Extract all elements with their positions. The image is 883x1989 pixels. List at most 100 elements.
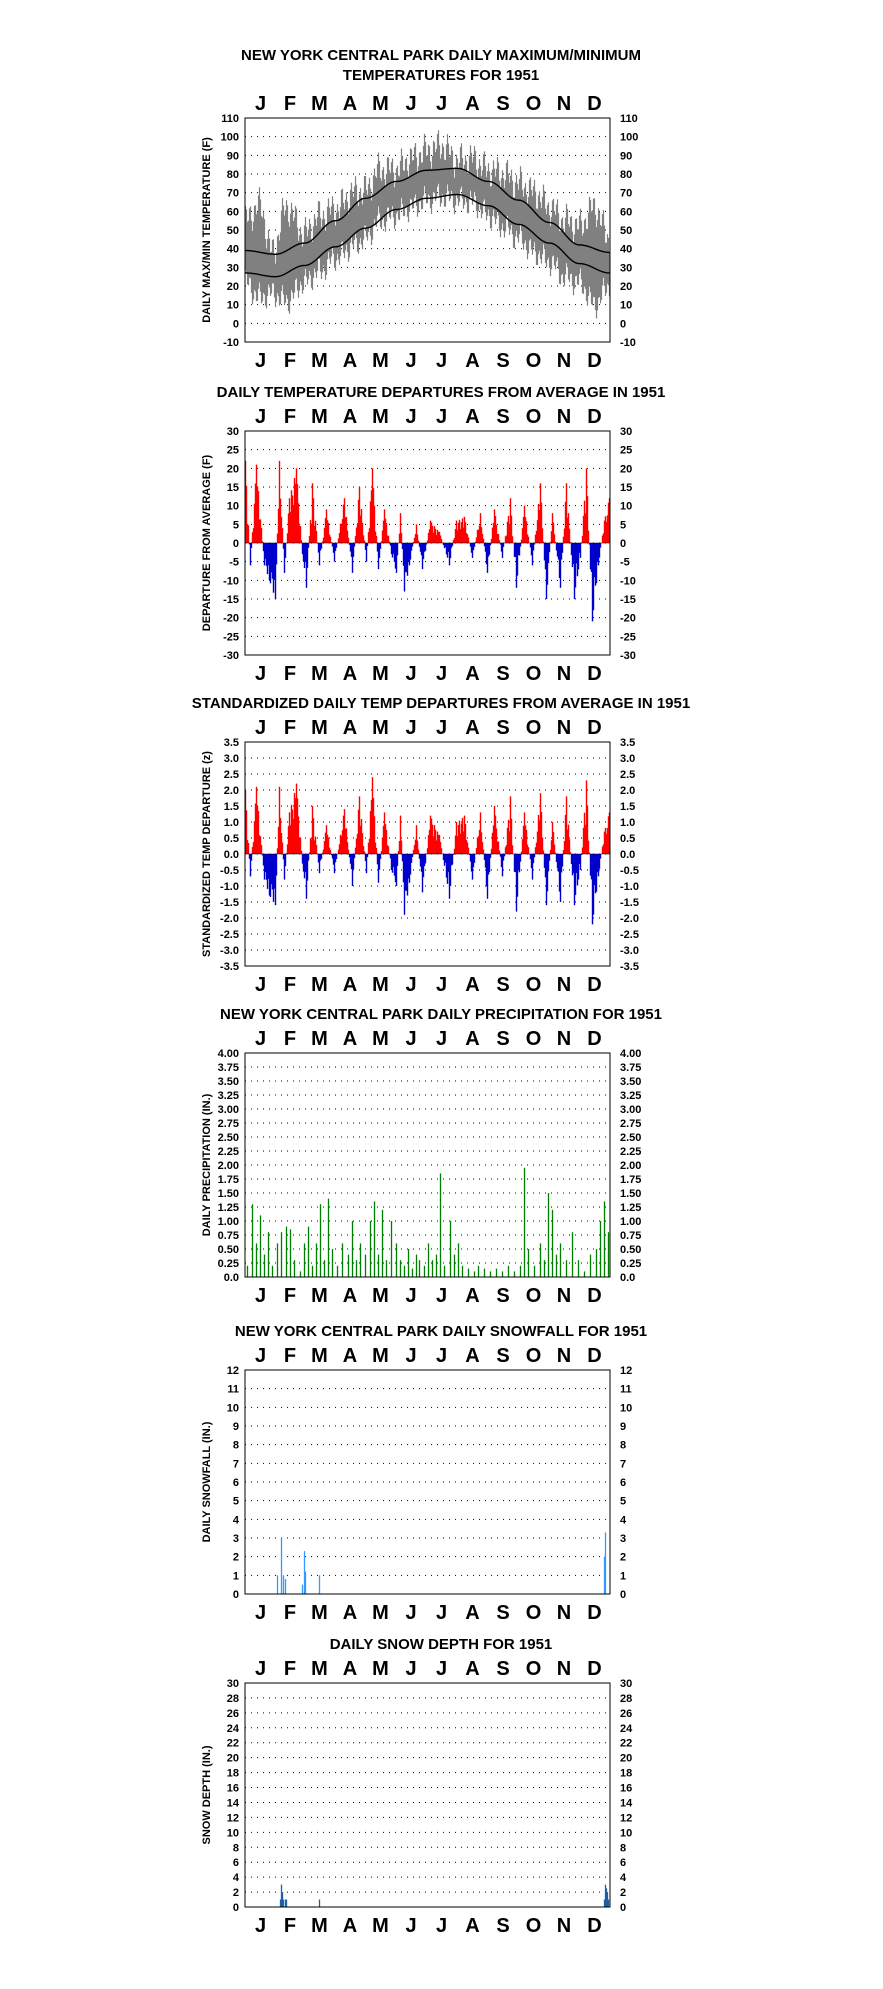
month-label-bottom: N — [557, 350, 571, 372]
y-tick-right: 0.0 — [620, 1272, 635, 1284]
month-label-top: J — [436, 1345, 447, 1367]
y-tick-left: 22 — [227, 1738, 239, 1750]
y-tick-left: -30 — [223, 650, 239, 662]
y-tick-right: 8 — [620, 1842, 626, 1854]
y-tick-left: 3.75 — [218, 1062, 239, 1074]
month-label-bottom: A — [465, 1602, 479, 1624]
y-tick-right: 2.0 — [620, 785, 635, 797]
month-label-bottom: J — [255, 663, 266, 685]
plot-frame — [244, 1369, 611, 1595]
y-tick-right: 1.25 — [620, 1202, 641, 1214]
y-tick-right: 4 — [620, 1514, 627, 1526]
y-tick-right: 0 — [620, 1589, 626, 1601]
plot-frame — [244, 117, 611, 343]
y-tick-left: 80 — [227, 169, 239, 181]
y-tick-left: -10 — [223, 337, 239, 349]
y-tick-right: 24 — [620, 1723, 633, 1735]
chart-snowfall: NEW YORK CENTRAL PARK DAILY SNOWFALL FOR… — [201, 1323, 647, 1624]
y-tick-left: -15 — [223, 594, 239, 606]
month-label-bottom: S — [496, 974, 509, 996]
month-label-top: M — [311, 1028, 328, 1050]
y-tick-left: 0 — [233, 1589, 239, 1601]
y-tick-left: 0.0 — [224, 849, 239, 861]
y-tick-left: 0 — [233, 538, 239, 550]
month-label-bottom: D — [587, 350, 601, 372]
month-label-top: J — [405, 406, 416, 428]
y-tick-right: 20 — [620, 1753, 632, 1765]
month-label-bottom: A — [343, 663, 357, 685]
y-tick-right: -15 — [620, 594, 636, 606]
y-tick-left: -25 — [223, 631, 239, 643]
y-tick-right: 110 — [620, 113, 638, 125]
y-axis-label: DAILY SNOWFALL (IN.) — [201, 1421, 213, 1542]
y-tick-right: 12 — [620, 1812, 632, 1824]
y-axis-label: STANDARDIZED TEMP DEPARTURE (z) — [201, 751, 213, 957]
month-label-top: S — [496, 406, 509, 428]
chart-snowdepth: DAILY SNOW DEPTH FOR 1951JJFFMMAAMMJJJJA… — [201, 1636, 633, 1937]
y-tick-right: 2 — [620, 1887, 626, 1899]
month-label-top: O — [526, 1345, 542, 1367]
month-label-bottom: J — [255, 1602, 266, 1624]
y-tick-right: 3.00 — [620, 1104, 641, 1116]
month-label-bottom: J — [405, 1602, 416, 1624]
month-label-top: D — [587, 1345, 601, 1367]
month-label-top: N — [557, 717, 571, 739]
y-tick-left: 2.25 — [218, 1146, 239, 1158]
y-tick-right: 4.00 — [620, 1048, 641, 1060]
y-tick-right: 28 — [620, 1693, 632, 1705]
y-tick-left: -3.5 — [220, 961, 239, 973]
month-label-top: J — [405, 93, 416, 115]
month-label-bottom: J — [405, 1915, 416, 1937]
y-tick-left: 0.5 — [224, 833, 239, 845]
month-label-bottom: S — [496, 1602, 509, 1624]
month-label-top: J — [436, 93, 447, 115]
y-tick-right: -1.5 — [620, 897, 639, 909]
y-tick-left: 10 — [227, 300, 239, 312]
y-tick-right: 0.5 — [620, 833, 635, 845]
month-label-bottom: D — [587, 663, 601, 685]
y-tick-right: -1.0 — [620, 881, 639, 893]
month-label-top: S — [496, 93, 509, 115]
month-label-top: J — [405, 717, 416, 739]
y-tick-left: 2.50 — [218, 1132, 239, 1144]
month-label-top: J — [255, 1345, 266, 1367]
y-tick-right: 1.00 — [620, 1216, 641, 1228]
month-label-bottom: F — [284, 974, 296, 996]
y-tick-left: 20 — [227, 1753, 239, 1765]
y-tick-right: 5 — [620, 1496, 626, 1508]
month-label-bottom: J — [436, 1915, 447, 1937]
y-tick-right: 3.5 — [620, 737, 635, 749]
y-tick-right: 0.25 — [620, 1258, 641, 1270]
month-label-bottom: N — [557, 974, 571, 996]
month-label-top: A — [343, 717, 357, 739]
y-tick-right: 2.00 — [620, 1160, 641, 1172]
y-tick-right: 20 — [620, 281, 632, 293]
month-label-top: D — [587, 93, 601, 115]
chart-maxmin: NEW YORK CENTRAL PARK DAILY MAXIMUM/MINI… — [201, 47, 641, 372]
month-label-top: A — [343, 1028, 357, 1050]
month-label-bottom: F — [284, 1602, 296, 1624]
month-label-top: J — [436, 717, 447, 739]
y-tick-right: -2.0 — [620, 913, 639, 925]
y-tick-left: -2.0 — [220, 913, 239, 925]
month-label-bottom: O — [526, 1915, 542, 1937]
month-label-bottom: M — [311, 350, 328, 372]
y-tick-left: 100 — [221, 132, 239, 144]
month-label-bottom: J — [405, 350, 416, 372]
y-tick-left: 2 — [233, 1887, 239, 1899]
month-label-bottom: O — [526, 974, 542, 996]
y-tick-left: 1.75 — [218, 1174, 239, 1186]
y-tick-right: 30 — [620, 1678, 632, 1690]
plot-frame — [244, 1682, 611, 1908]
month-label-bottom: M — [372, 350, 389, 372]
y-tick-left: 5 — [233, 519, 239, 531]
month-label-bottom: J — [255, 974, 266, 996]
month-label-bottom: M — [372, 663, 389, 685]
y-tick-right: 0 — [620, 1902, 626, 1914]
y-tick-right: 40 — [620, 244, 632, 256]
month-label-bottom: M — [311, 1915, 328, 1937]
month-label-top: N — [557, 406, 571, 428]
month-label-top: D — [587, 1658, 601, 1680]
month-label-top: M — [372, 406, 389, 428]
